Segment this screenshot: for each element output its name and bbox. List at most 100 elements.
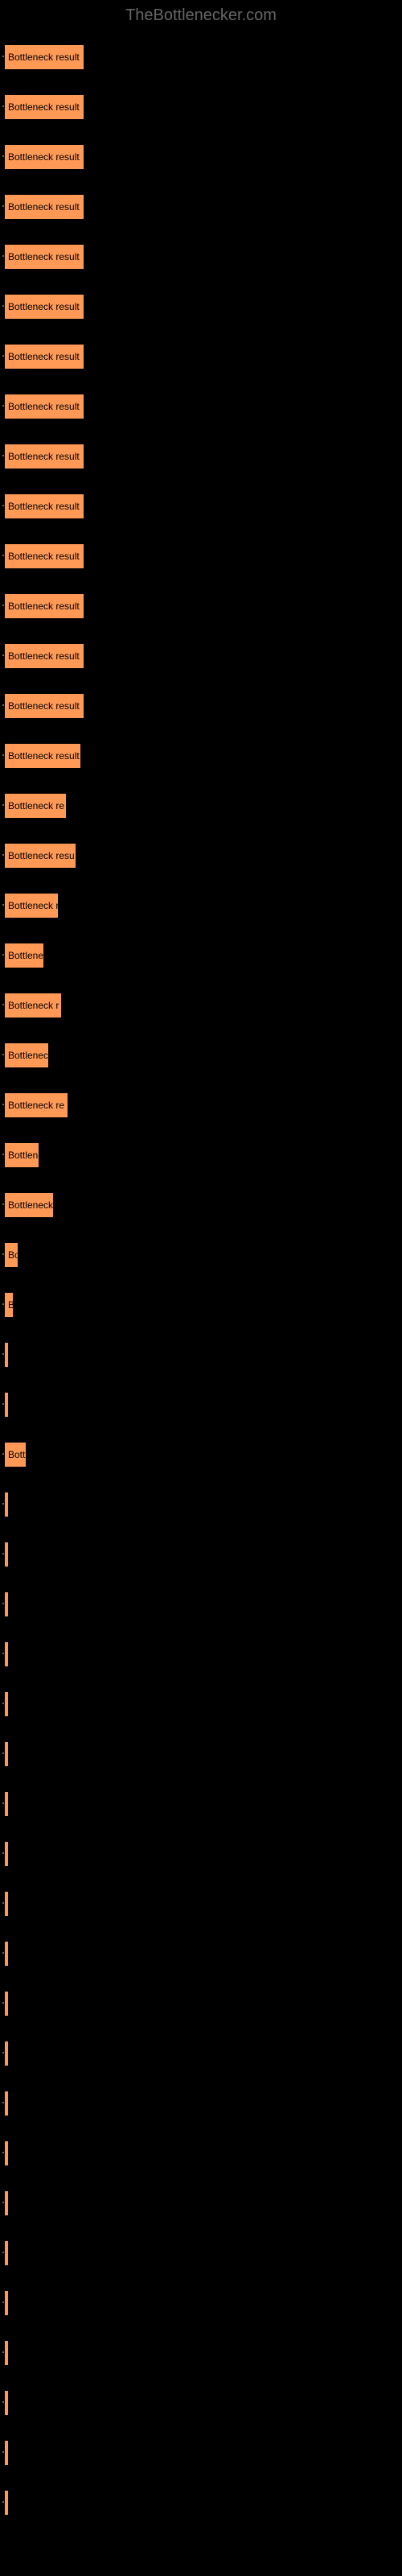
bar-row xyxy=(4,2277,398,2327)
chart-bar[interactable] xyxy=(4,1342,9,1368)
bar-label: Bottlenec xyxy=(8,1050,48,1061)
bar-label: Bottleneck result xyxy=(8,501,80,512)
bar-label: Bottleneck result xyxy=(8,650,80,662)
bar-row xyxy=(4,2427,398,2477)
chart-bar[interactable] xyxy=(4,2091,9,2116)
bar-row: Bottleneck r xyxy=(4,980,398,1030)
chart-bar[interactable] xyxy=(4,2041,9,2066)
bar-row xyxy=(4,1778,398,1828)
chart-bar[interactable]: Bott xyxy=(4,1442,27,1468)
chart-bar[interactable]: Bottleneck result xyxy=(4,244,84,270)
bar-label: Bottleneck r xyxy=(8,1000,59,1011)
bar-label: Bottleneck result xyxy=(8,401,80,412)
chart-bar[interactable]: Bottleneck r xyxy=(4,993,62,1018)
bar-label: B xyxy=(8,1299,14,1311)
chart-bar[interactable]: Bottleneck result xyxy=(4,643,84,669)
chart-bar[interactable]: Bottleneck result xyxy=(4,743,81,769)
chart-bar[interactable]: Bottleneck result xyxy=(4,444,84,469)
chart-bar[interactable]: Bottleneck re xyxy=(4,793,67,819)
chart-bar[interactable] xyxy=(4,1841,9,1867)
bar-row xyxy=(4,1579,398,1629)
chart-bar[interactable]: Bottlene xyxy=(4,943,44,968)
bar-row xyxy=(4,2477,398,2527)
chart-bar[interactable]: Bottlenec xyxy=(4,1042,49,1068)
chart-bar[interactable]: Bottleneck result xyxy=(4,294,84,320)
bar-row: Bottleneck result xyxy=(4,630,398,680)
chart-bar[interactable] xyxy=(4,1741,9,1767)
chart-bar[interactable] xyxy=(4,2440,9,2466)
chart-bar[interactable] xyxy=(4,2240,9,2266)
chart-bar[interactable] xyxy=(4,1941,9,1967)
bar-row xyxy=(4,2128,398,2178)
bar-row: Bottleneck result xyxy=(4,81,398,131)
bar-row: Bottleneck resu xyxy=(4,830,398,880)
bar-label: Bottleneck result xyxy=(8,251,80,262)
chart-container: Bottleneck result Bottleneck result Bottle… xyxy=(0,31,402,2527)
chart-bar[interactable]: Bottleneck xyxy=(4,1192,54,1218)
chart-bar[interactable] xyxy=(4,1791,9,1817)
bar-row xyxy=(4,1828,398,1878)
chart-bar[interactable] xyxy=(4,1641,9,1667)
bar-row xyxy=(4,1479,398,1529)
bar-row: Bottleneck result xyxy=(4,530,398,580)
chart-bar[interactable]: Bottleneck result xyxy=(4,144,84,170)
bar-label: Bottleneck result xyxy=(8,551,80,562)
chart-bar[interactable]: Bottleneck r xyxy=(4,893,59,919)
chart-bar[interactable] xyxy=(4,1891,9,1917)
bar-row: Bottleneck result xyxy=(4,431,398,481)
bar-row xyxy=(4,2327,398,2377)
chart-bar[interactable] xyxy=(4,1991,9,2017)
bar-label: Bottlen xyxy=(8,1150,38,1161)
chart-bar[interactable]: Bottleneck result xyxy=(4,194,84,220)
bar-label: Bottleneck result xyxy=(8,451,80,462)
bar-row xyxy=(4,1678,398,1728)
bar-row: Bottlen xyxy=(4,1129,398,1179)
chart-bar[interactable]: Bottleneck re xyxy=(4,1092,68,1118)
bar-row: Bottleneck result xyxy=(4,580,398,630)
chart-bar[interactable] xyxy=(4,1392,9,1418)
bar-row xyxy=(4,2028,398,2078)
bar-label: Bottleneck r xyxy=(8,900,59,911)
bar-row: Bottleneck re xyxy=(4,780,398,830)
bar-label: Bottleneck result xyxy=(8,301,80,312)
chart-bar[interactable]: Bottleneck result xyxy=(4,94,84,120)
bar-row xyxy=(4,1629,398,1678)
bar-row xyxy=(4,2178,398,2227)
bar-row: Bottleneck result xyxy=(4,131,398,181)
chart-bar[interactable]: Bottlen xyxy=(4,1142,39,1168)
chart-bar[interactable]: Bottleneck result xyxy=(4,44,84,70)
chart-bar[interactable] xyxy=(4,1691,9,1717)
chart-bar[interactable]: Bottleneck result xyxy=(4,493,84,519)
bar-row: B xyxy=(4,1279,398,1329)
chart-bar[interactable]: Bottleneck result xyxy=(4,543,84,569)
chart-bar[interactable] xyxy=(4,1492,9,1517)
bar-row: Bottleneck xyxy=(4,1179,398,1229)
chart-bar[interactable]: Bo xyxy=(4,1242,18,1268)
bar-label: Bottleneck xyxy=(8,1199,53,1211)
bar-row: Bottleneck result xyxy=(4,730,398,780)
chart-bar[interactable] xyxy=(4,2190,9,2216)
bar-row: Bottleneck result xyxy=(4,481,398,530)
bar-label: Bo xyxy=(8,1249,18,1261)
chart-bar[interactable]: Bottleneck resu xyxy=(4,843,76,869)
bar-row xyxy=(4,1728,398,1778)
chart-bar[interactable]: Bottleneck result xyxy=(4,593,84,619)
chart-bar[interactable]: Bottleneck result xyxy=(4,344,84,369)
chart-bar[interactable] xyxy=(4,2490,9,2516)
chart-bar[interactable] xyxy=(4,2340,9,2366)
bar-row xyxy=(4,2227,398,2277)
bar-row xyxy=(4,1978,398,2028)
chart-bar[interactable] xyxy=(4,1542,9,1567)
bar-row: Bo xyxy=(4,1229,398,1279)
chart-bar[interactable] xyxy=(4,2140,9,2166)
bar-label: Bott xyxy=(8,1449,25,1460)
chart-bar[interactable] xyxy=(4,2290,9,2316)
bar-label: Bottleneck result xyxy=(8,601,80,612)
chart-bar[interactable]: Bottleneck result xyxy=(4,394,84,419)
chart-bar[interactable] xyxy=(4,2390,9,2416)
bar-label: Bottleneck result xyxy=(8,151,80,163)
chart-bar[interactable] xyxy=(4,1591,9,1617)
chart-bar[interactable]: Bottleneck result xyxy=(4,693,84,719)
bar-row: Bottleneck result xyxy=(4,381,398,431)
chart-bar[interactable]: B xyxy=(4,1292,14,1318)
